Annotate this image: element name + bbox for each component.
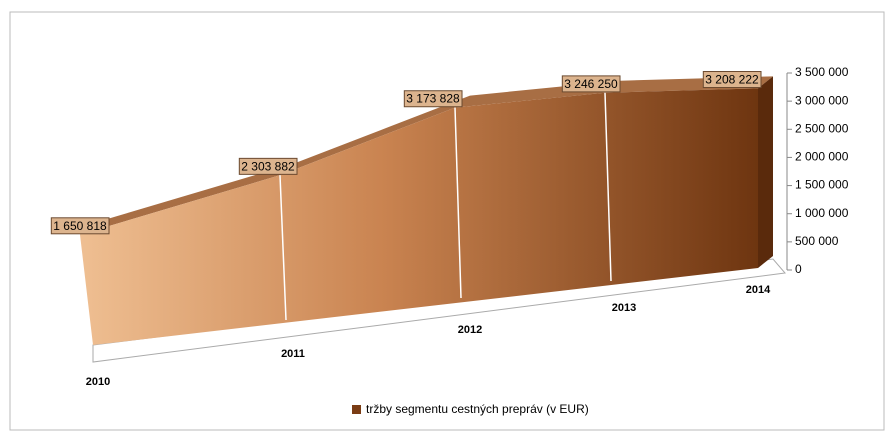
x-tick-label: 2014 (746, 284, 771, 296)
y-tick-label: 2 500 000 (795, 121, 849, 135)
area-front (80, 88, 758, 345)
y-tick-label: 0 (795, 262, 802, 276)
data-label-box (702, 71, 762, 89)
x-tick-label: 2010 (86, 376, 110, 388)
chart-border (9, 11, 885, 431)
data-label: 3 246 250 (564, 77, 618, 91)
data-label: 3 208 222 (705, 73, 759, 87)
divider (279, 175, 287, 321)
x-tick-label: 2012 (458, 324, 482, 336)
data-label: 1 650 818 (53, 219, 107, 233)
legend-label: tržby segmentu cestných prepráv (v EUR) (366, 402, 589, 416)
y-tick-label: 1 000 000 (795, 206, 849, 220)
y-tick-label: 2 000 000 (795, 150, 849, 164)
divider (454, 107, 462, 299)
y-tick-label: 3 000 000 (795, 93, 849, 107)
y-tick-label: 1 500 000 (795, 178, 849, 192)
area-side (758, 76, 773, 268)
data-label-box (561, 75, 621, 93)
divider (604, 92, 612, 282)
data-label-box (50, 217, 110, 235)
y-tick-label: 500 000 (795, 234, 839, 248)
data-label-box (238, 157, 298, 175)
data-label-box (403, 90, 463, 108)
data-label: 2 303 882 (241, 159, 295, 173)
x-tick-label: 2013 (612, 302, 636, 314)
data-label: 3 173 828 (406, 92, 460, 106)
legend-swatch (352, 405, 361, 414)
x-tick-label: 2011 (281, 348, 305, 360)
y-tick-label: 3 500 000 (795, 65, 849, 79)
